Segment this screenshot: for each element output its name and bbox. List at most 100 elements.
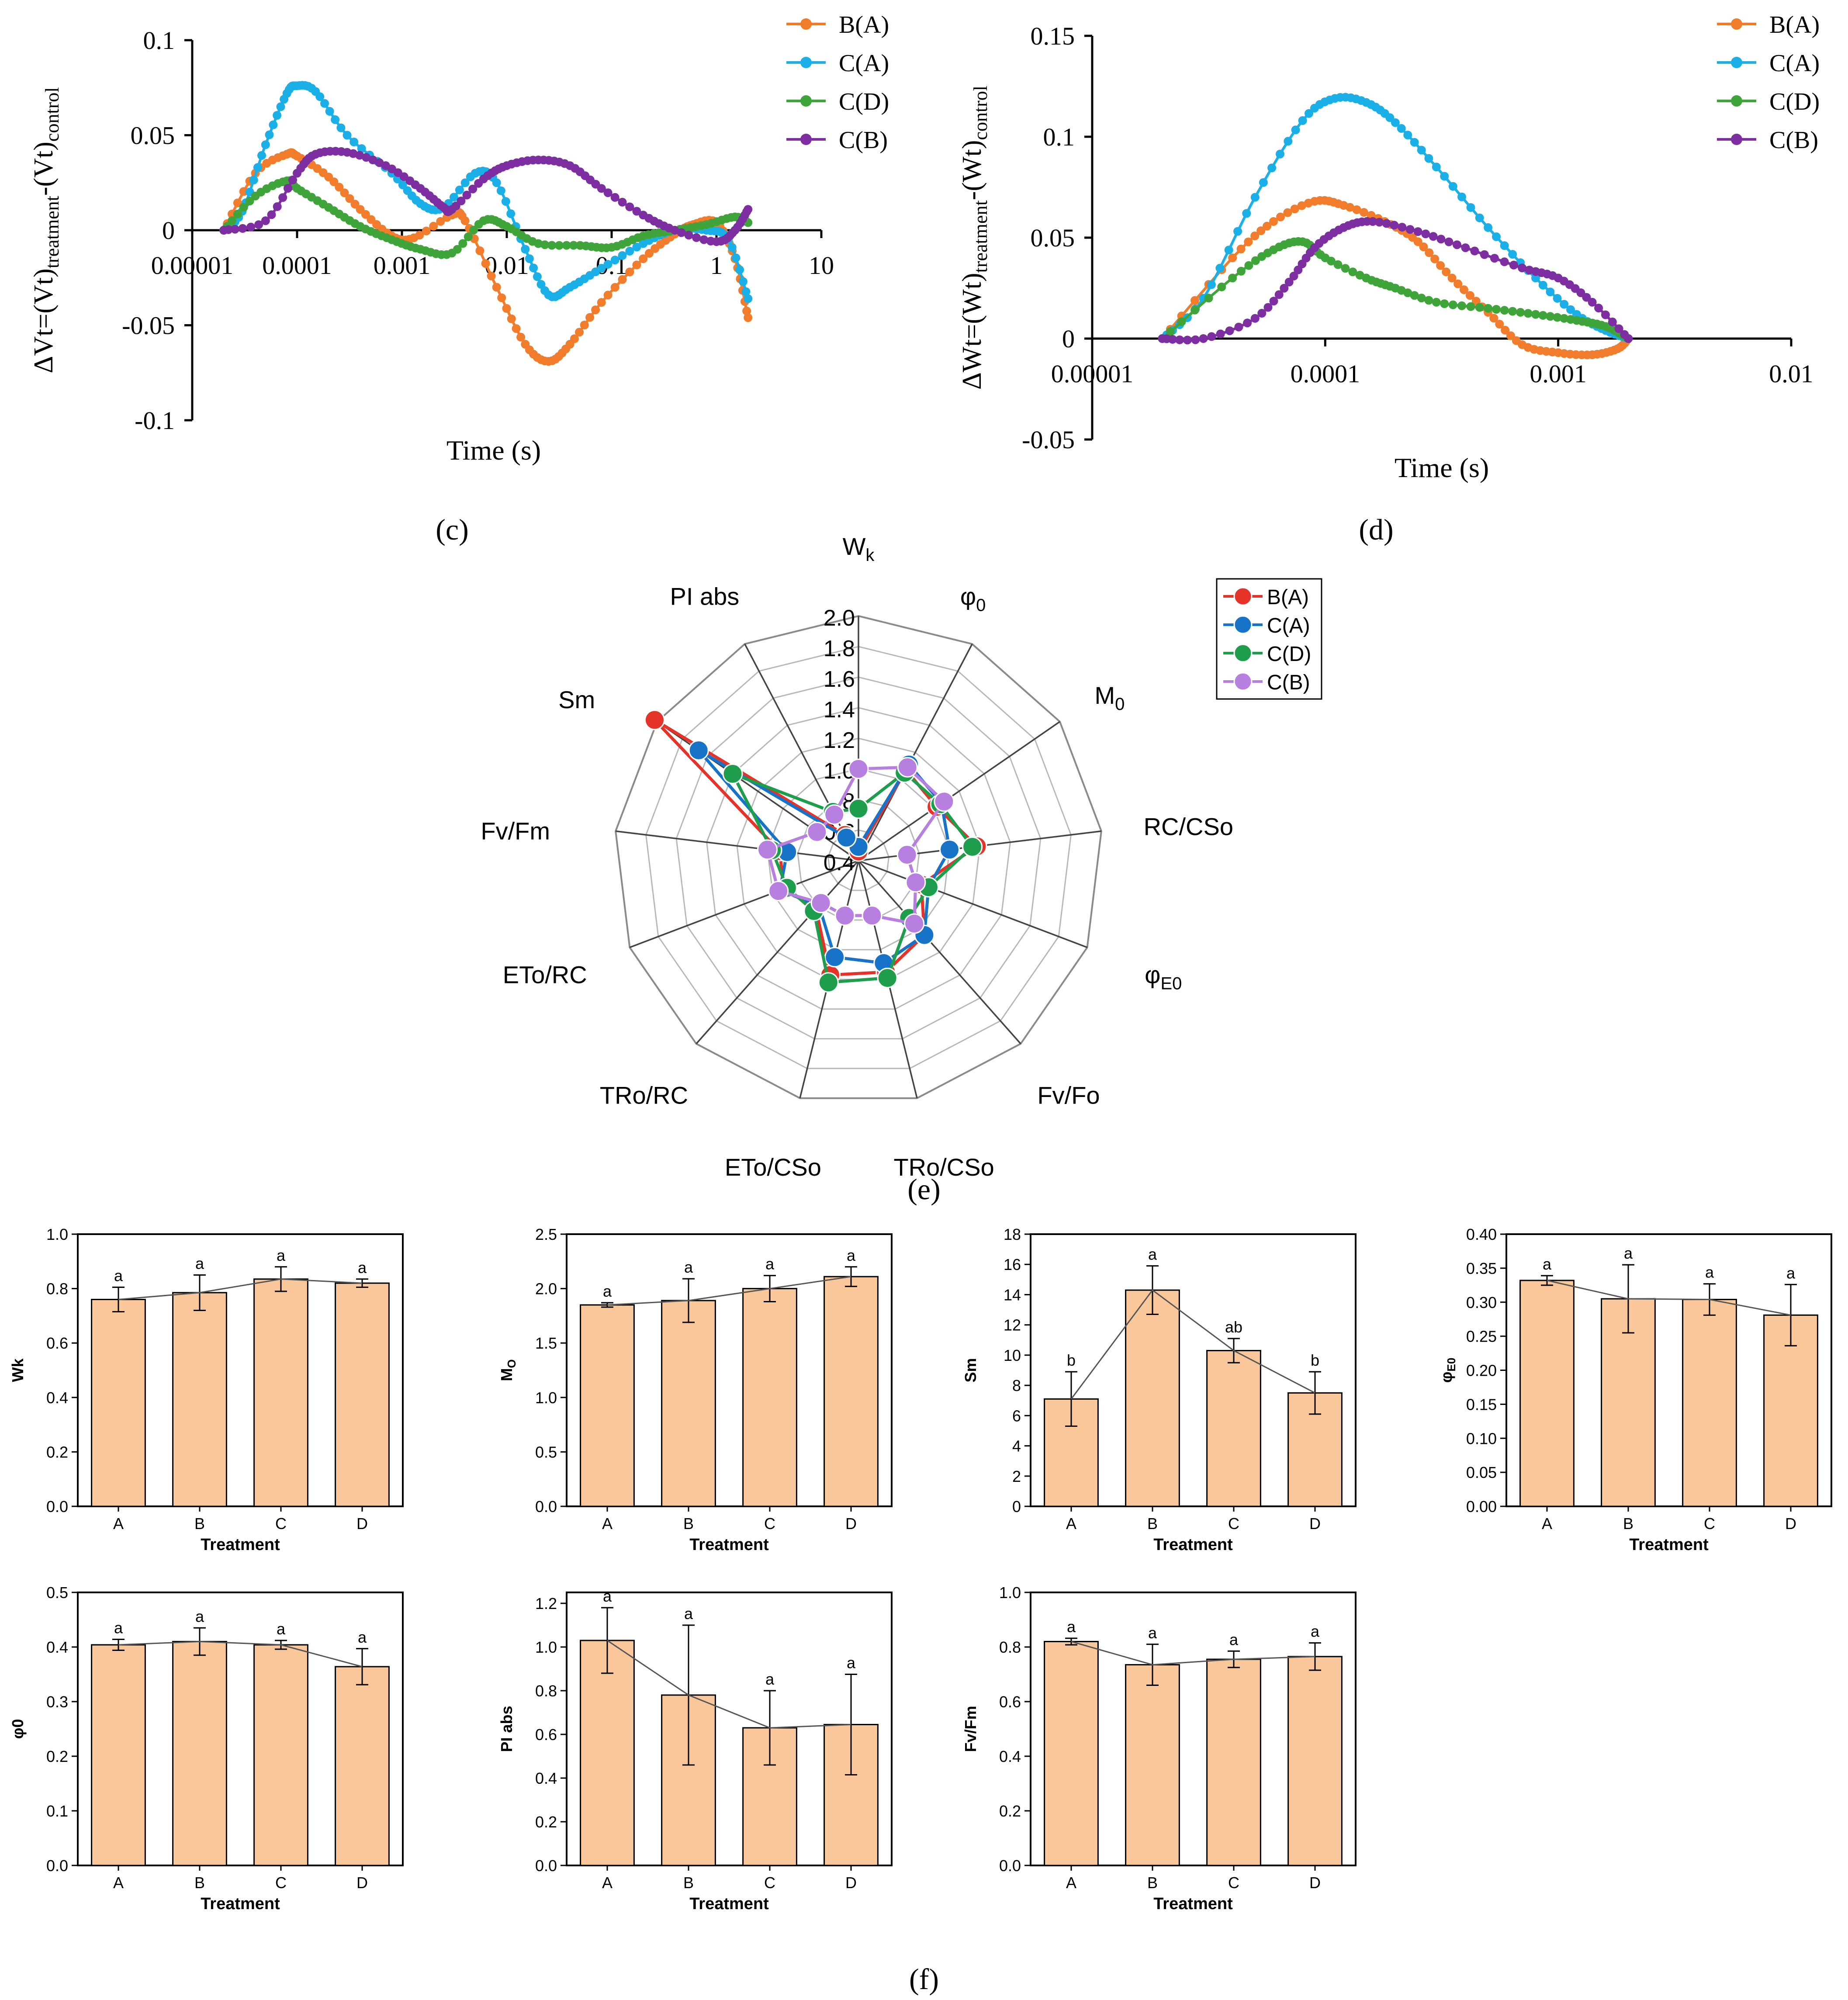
data-point (632, 260, 641, 270)
x-tick-label: 0.01 (1769, 360, 1813, 388)
y-axis-label-sub: control (42, 87, 63, 142)
x-tick-label: 0.001 (1530, 360, 1587, 388)
data-point (1257, 309, 1267, 318)
x-tick-label: C (764, 1874, 775, 1892)
y-tick-label: -0.05 (1022, 426, 1075, 454)
data-point (325, 107, 334, 116)
data-point (1582, 293, 1591, 302)
y-tick-label: 0.00 (1466, 1498, 1497, 1516)
data-point (639, 254, 648, 263)
data-point (1267, 163, 1277, 173)
data-point (261, 216, 270, 225)
y-tick-label: 0.05 (131, 121, 175, 150)
radar-legend-label: C(D) (1267, 643, 1311, 666)
radar-legend-label: C(B) (1267, 671, 1310, 694)
data-point (368, 156, 377, 164)
x-tick-label: A (1066, 1515, 1076, 1533)
data-point (276, 102, 285, 111)
bar-A (580, 1304, 635, 1507)
data-point (610, 283, 619, 292)
bar-B (1125, 1664, 1180, 1866)
data-point (1228, 273, 1237, 283)
data-point (1448, 182, 1457, 191)
y-tick-label: 0.4 (46, 1389, 68, 1407)
radar-point (862, 905, 882, 926)
y-tick-label: 0.15 (1031, 22, 1075, 50)
data-point (453, 245, 462, 254)
y-tick-label: 2.0 (535, 1280, 557, 1298)
legend-marker (800, 57, 812, 68)
radar-point (896, 844, 917, 865)
significance-letter: a (1543, 1255, 1552, 1273)
data-point (239, 203, 248, 212)
data-point (540, 240, 550, 249)
data-point (591, 305, 600, 315)
data-point (562, 241, 571, 250)
radar-axis-label: PI abs (670, 583, 740, 610)
y-tick-label: 0.05 (1031, 224, 1075, 252)
y-axis-label-part: ΔWt=(Wt) (957, 273, 987, 390)
data-point (273, 111, 282, 120)
data-point (1509, 260, 1518, 270)
y-tick-label: 14 (1004, 1286, 1021, 1304)
data-point (597, 184, 606, 193)
radar-series-c-b (757, 757, 955, 934)
data-point (350, 138, 359, 146)
y-tick-label: 0.4 (999, 1747, 1021, 1765)
data-point (261, 140, 270, 149)
y-axis-label: ΔWt=(Wt)treatment-(Wt)control (957, 86, 991, 390)
data-point (1391, 118, 1400, 127)
bar-C (1206, 1658, 1261, 1866)
radar-axis-label-main: Fv/Fm (481, 817, 550, 845)
data-point (1436, 261, 1445, 270)
data-point (1523, 309, 1533, 318)
data-point (569, 241, 578, 250)
y-tick-label: 0.5 (46, 1584, 68, 1602)
y-tick-label: 4 (1012, 1437, 1021, 1455)
y-axis-label: ΔVt=(Vt)treatment-(Vt)control (29, 87, 63, 374)
data-point (1425, 248, 1434, 257)
data-point (1601, 310, 1610, 319)
data-point (415, 231, 424, 240)
radar-point (810, 893, 831, 913)
x-axis-label: Treatment (1153, 1536, 1233, 1554)
data-point (1191, 335, 1200, 344)
significance-letter: ab (1225, 1318, 1242, 1336)
data-point (1531, 273, 1540, 283)
data-point (1228, 253, 1237, 263)
x-axis-label: Treatment (1629, 1536, 1709, 1554)
data-point (1390, 221, 1399, 230)
data-point (1444, 237, 1453, 246)
data-point (625, 267, 634, 277)
significance-letter: a (1148, 1624, 1157, 1642)
data-point (1424, 154, 1433, 163)
y-axis-label: Wk (9, 1358, 27, 1382)
data-point (1236, 245, 1246, 253)
data-point (1403, 288, 1412, 298)
y-tick-label: 0.4 (46, 1638, 68, 1656)
legend-label: C(B) (839, 127, 888, 154)
data-point (422, 226, 431, 235)
radar-spoke (629, 860, 859, 948)
significance-letter: a (847, 1654, 856, 1672)
radar-axis-label: TRo/CSo (893, 1153, 994, 1181)
data-point (684, 231, 693, 240)
bar-A (91, 1644, 146, 1866)
significance-letter: a (358, 1259, 367, 1277)
data-point (1531, 310, 1540, 319)
data-point (735, 265, 744, 274)
data-point (340, 188, 349, 197)
data-point (1269, 297, 1278, 306)
data-point (1413, 237, 1422, 246)
data-point (1560, 300, 1569, 309)
y-tick-label: 0.1 (1043, 123, 1075, 151)
data-point (1215, 263, 1225, 273)
data-point (1204, 294, 1213, 303)
data-point (1398, 223, 1407, 232)
data-point (1490, 254, 1499, 263)
data-point (1225, 326, 1234, 336)
data-point (254, 220, 263, 229)
x-tick-label: D (1309, 1874, 1321, 1892)
y-tick-label: 0.30 (1466, 1294, 1497, 1311)
data-point (1244, 237, 1253, 246)
